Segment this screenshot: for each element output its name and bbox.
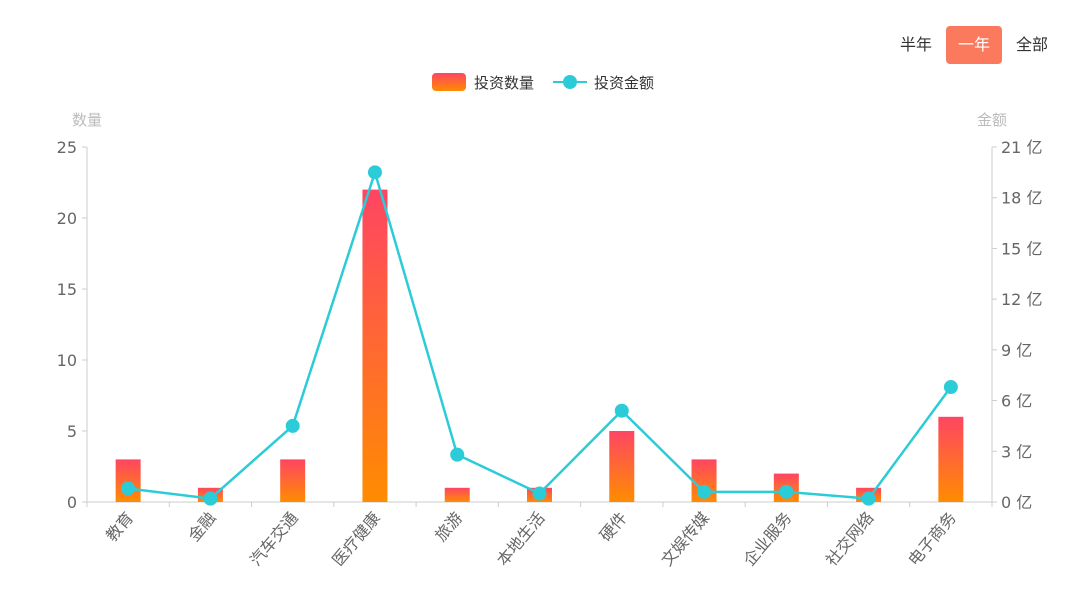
- amount-point: [121, 481, 136, 496]
- x-tick-label: 金融: [184, 508, 219, 545]
- right-tick-label: 9 亿: [1001, 341, 1032, 360]
- legend-label-count: 投资数量: [474, 74, 534, 92]
- amount-point: [285, 418, 300, 433]
- legend-item-amount[interactable]: 投资金额: [553, 74, 654, 92]
- right-axis-name: 金额: [977, 111, 1007, 129]
- left-tick-label: 15: [57, 280, 77, 299]
- left-tick-label: 5: [67, 422, 77, 441]
- bar: [115, 459, 141, 502]
- right-tick-label: 6 亿: [1001, 392, 1032, 411]
- x-tick-label: 医疗健康: [328, 508, 384, 569]
- amount-point: [367, 165, 382, 180]
- x-tick-label: 文娱传媒: [657, 508, 713, 569]
- x-tick-label: 硬件: [596, 508, 631, 545]
- right-axis-ticks: 0 亿 3 亿 6 亿 9 亿 12 亿 15 亿 18 亿 21 亿: [992, 138, 1042, 512]
- right-tick-label: 3 亿: [1001, 442, 1032, 461]
- left-tick-label: 0: [67, 493, 77, 512]
- amount-point: [861, 491, 876, 506]
- legend-label-amount: 投资金额: [594, 74, 654, 92]
- x-tick-label: 电子商务: [904, 508, 960, 569]
- x-tick-label: 汽车交通: [246, 508, 302, 569]
- amount-point: [532, 486, 547, 501]
- bar-series: [115, 189, 964, 502]
- right-tick-label: 15 亿: [1001, 239, 1042, 258]
- x-tick-label: 本地生活: [493, 508, 549, 569]
- right-tick-label: 12 亿: [1001, 290, 1042, 309]
- line-series: [121, 165, 958, 506]
- left-tick-label: 10: [57, 351, 77, 370]
- left-tick-label: 25: [57, 138, 77, 157]
- left-tick-label: 20: [57, 209, 77, 228]
- amount-point: [203, 491, 218, 506]
- amount-point: [697, 484, 712, 499]
- right-tick-label: 21 亿: [1001, 138, 1042, 157]
- right-tick-label: 18 亿: [1001, 189, 1042, 208]
- legend-swatch-count: [432, 73, 466, 91]
- right-tick-label: 0 亿: [1001, 493, 1032, 512]
- amount-point: [450, 447, 465, 462]
- bar: [609, 431, 635, 502]
- legend: 投资数量 投资金额: [432, 73, 654, 92]
- amount-point: [614, 403, 629, 418]
- legend-item-count[interactable]: 投资数量: [432, 73, 534, 92]
- amount-line: [127, 168, 952, 500]
- left-axis-ticks: 0 5 10 15 20 25: [57, 138, 87, 512]
- amount-point: [779, 484, 794, 499]
- x-tick-label: 社交网络: [822, 508, 878, 569]
- left-axis-name: 数量: [72, 111, 102, 129]
- bar: [280, 459, 306, 502]
- x-tick-label: 旅游: [431, 508, 466, 545]
- tab-one-year[interactable]: 一年: [945, 26, 1002, 64]
- bar: [362, 189, 388, 502]
- tab-half-year[interactable]: 半年: [899, 35, 932, 54]
- amount-point: [943, 380, 958, 395]
- bar: [938, 416, 964, 502]
- period-tabs: 半年 一年 全部: [886, 26, 1056, 64]
- legend-marker-amount: [563, 75, 577, 89]
- x-axis-ticks: 教育 金融 汽车交通 医疗健康 旅游 本地生活 硬件 文娱传媒 企业服务 社交网络 电子商务: [86, 502, 993, 570]
- bar: [444, 487, 470, 502]
- x-tick-label: 企业服务: [740, 508, 796, 569]
- tab-all[interactable]: 全部: [1015, 35, 1048, 54]
- x-tick-label: 教育: [102, 508, 137, 545]
